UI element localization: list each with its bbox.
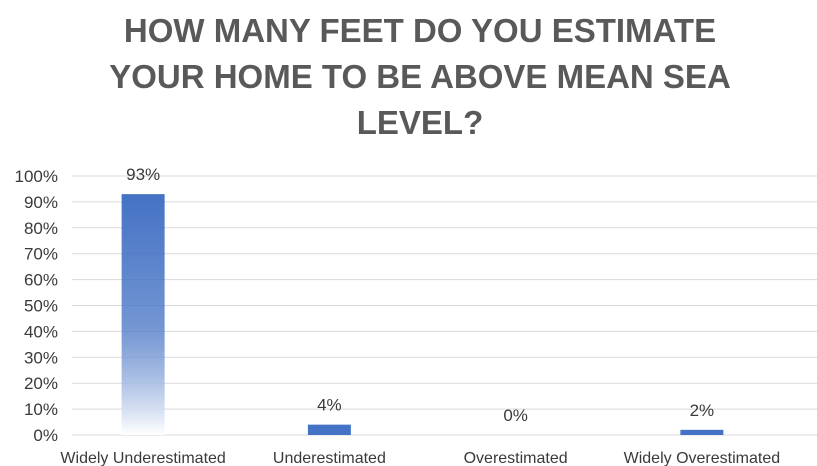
x-tick-label: Widely Overestimated — [624, 450, 781, 466]
chart-title-line: YOUR HOME TO BE ABOVE MEAN SEA — [109, 58, 731, 95]
y-tick-label: 20% — [24, 374, 58, 393]
y-tick-label: 0% — [33, 426, 58, 445]
bar — [307, 424, 351, 435]
x-tick-label: Widely Underestimated — [60, 450, 225, 466]
bars — [121, 194, 724, 435]
chart-title-line: LEVEL? — [356, 104, 484, 141]
gridlines — [72, 175, 817, 436]
data-label: 2% — [690, 401, 715, 420]
y-tick-label: 100% — [15, 167, 58, 186]
data-labels: 93% 4% 0% 2% — [126, 165, 714, 425]
data-label: 4% — [317, 396, 342, 415]
data-label: 93% — [126, 165, 160, 184]
y-tick-label: 40% — [24, 322, 58, 341]
y-tick-label: 10% — [24, 400, 58, 419]
y-tick-label: 60% — [24, 271, 58, 290]
chart-title: HOW MANY FEET DO YOU ESTIMATE YOUR HOME … — [20, 8, 817, 146]
x-tick-label: Overestimated — [464, 450, 568, 466]
y-tick-label: 90% — [24, 193, 58, 212]
y-axis: 0% 10% 20% 30% 40% 50% 60% 70% 80% 90% 100% — [15, 167, 58, 445]
y-tick-label: 30% — [24, 348, 58, 367]
y-tick-label: 50% — [24, 297, 58, 316]
bar — [680, 429, 724, 435]
bar — [121, 194, 165, 435]
x-axis: Widely Underestimated Underestimated Overe… — [60, 450, 780, 466]
y-tick-label: 70% — [24, 245, 58, 264]
chart-title-line: HOW MANY FEET DO YOU ESTIMATE — [123, 12, 717, 49]
x-tick-label: Underestimated — [273, 450, 386, 466]
data-label: 0% — [503, 406, 528, 425]
y-tick-label: 80% — [24, 219, 58, 238]
